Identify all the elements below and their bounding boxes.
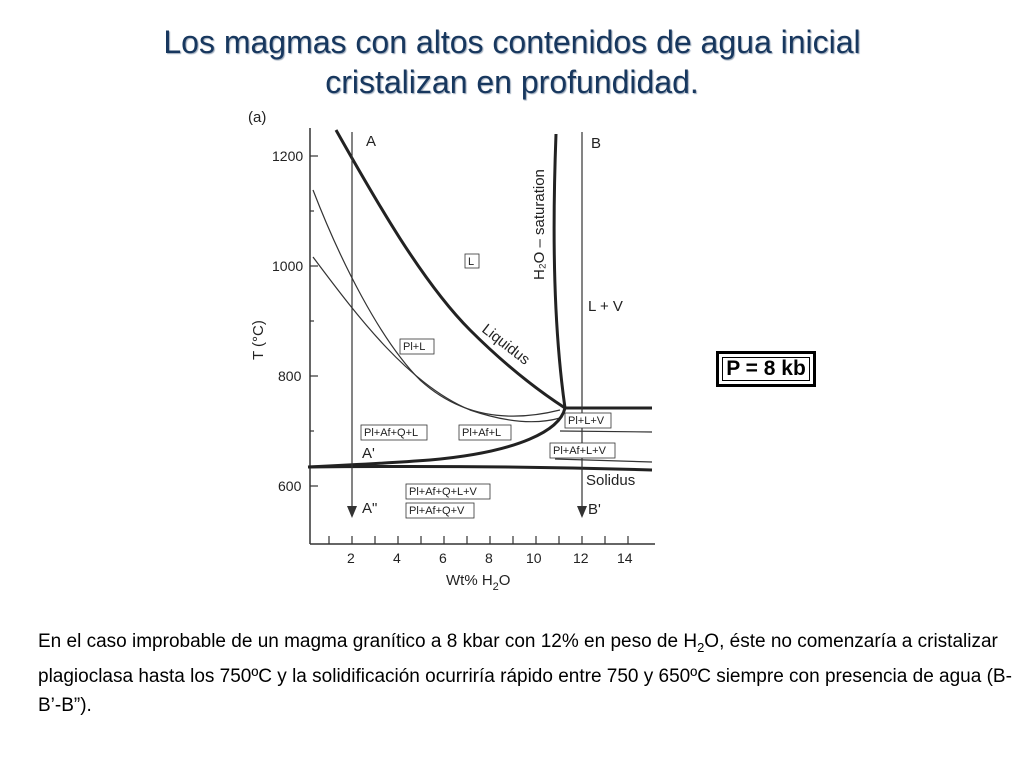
x-tick-14: 14 [617,550,633,566]
field-label-pl-af-q-l-v: Pl+Af+Q+L+V [409,486,478,498]
y-ticks [310,155,318,487]
field-box-pl-af-l-v [549,442,616,459]
thin-boundary-right-1 [559,430,653,433]
x-tick-6: 6 [439,550,447,566]
solidus-curve [307,464,653,472]
field-label-pl-af-l-v: Pl+Af+L+V [553,445,607,457]
liquidus-curve [334,129,566,410]
y-tick-1000: 1000 [272,258,303,274]
slide-title: Los magmas con altos contenidos de agua … [0,22,1024,102]
y-tick-800: 800 [278,368,302,384]
caption-subscript: 2 [697,639,705,655]
x-tick-12: 12 [573,550,589,566]
solidus-label: Solidus [586,472,635,489]
x-tick-10: 10 [526,550,542,566]
y-tick-1200: 1200 [272,148,303,164]
field-label-pl-af-q-l: Pl+Af+Q+L [364,427,418,439]
y-axis-label: T (°C) [250,320,267,360]
pressure-label: P = 8 kb [726,357,806,380]
path-a-arrow [347,506,357,518]
path-b-arrow [577,506,587,518]
x-tick-4: 4 [393,550,401,566]
x-tick-8: 8 [485,550,493,566]
path-label-b-prime: B' [588,501,601,518]
slide-title-line-1: Los magmas con altos contenidos de agua … [163,24,861,60]
field-box-pl-l [399,338,435,355]
y-tick-600: 600 [278,478,302,494]
caption-part-2: O, éste no comenzaría a cristalizar plag… [38,631,1012,716]
field-box-pl-l-v [564,412,612,429]
field-label-l: L [468,256,474,268]
field-label-pl-l: Pl+L [403,341,425,353]
path-label-b: B [591,135,601,152]
thin-curve-upper [312,189,561,417]
x-axis-label: Wt% H2O [446,572,510,593]
field-box-pl-af-q-l-v [405,483,491,500]
field-label-pl-l-v: Pl+L+V [568,415,605,427]
field-label-pl-af-q-v: Pl+Af+Q+V [409,505,465,517]
field-box-pl-af-l [458,424,512,441]
pressure-box-inner-border [722,357,810,381]
field-label-pl-af-l: Pl+Af+L [462,427,501,439]
thin-boundary-right-2 [554,458,653,463]
caption-text: En el caso improbable de un magma granít… [38,627,1018,720]
field-box-pl-af-q-v [405,502,475,519]
x-tick-2: 2 [347,550,355,566]
panel-label: (a) [248,109,266,126]
field-box-pl-af-q-l [360,424,428,441]
field-box-l [464,253,480,269]
thin-curve-lower [312,256,561,423]
path-label-a: A [366,133,376,150]
caption-part-1: En el caso improbable de un magma granít… [38,631,698,652]
slide-title-line-2: cristalizan en profundidad. [325,64,699,100]
pressure-box: P = 8 kb [716,351,816,387]
phase-diagram: (a) 1200 1000 800 600 T (°C) 2 4 6 8 10 [248,109,655,593]
path-label-a-prime: A' [362,445,375,462]
x-ticks [328,536,629,544]
h2o-saturation-curve [307,133,567,469]
path-label-a-double: A" [362,500,377,517]
field-label-l-v: L + V [588,298,623,315]
saturation-label: H₂O – saturation [531,169,548,280]
